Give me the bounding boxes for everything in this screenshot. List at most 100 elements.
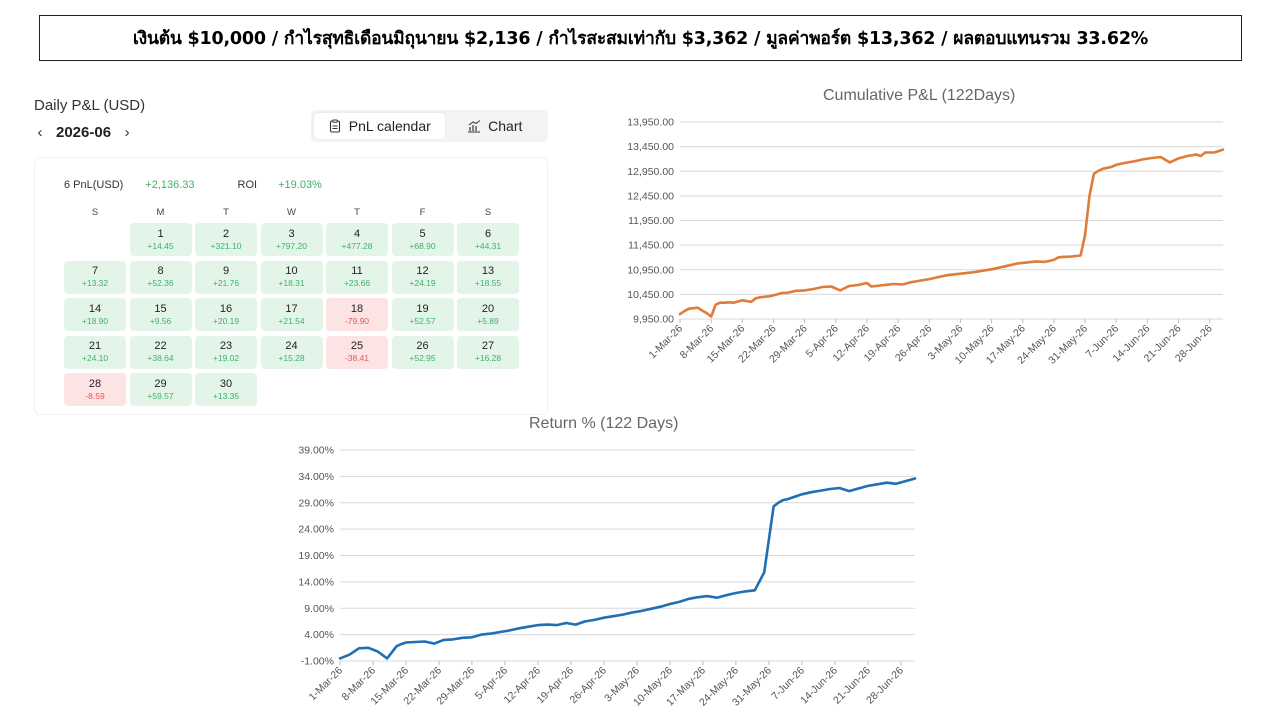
day-number: 9 — [222, 265, 230, 277]
calendar-day-cell[interactable]: 24 +15.28 — [260, 335, 323, 369]
pnl-calendar: 6 PnL(USD) +2,136.33 ROI +19.03% S M T W T F S… — [34, 157, 548, 415]
day-pnl-value: +38.64 — [147, 353, 174, 363]
pnl-calendar-label: PnL calendar — [348, 118, 431, 134]
calendar-day-cell[interactable]: 22 +38.64 — [129, 335, 192, 369]
day-number: 3 — [288, 227, 295, 240]
calendar-day-cell[interactable]: 7 +13.32 — [64, 260, 126, 294]
day-number: 12 — [416, 265, 429, 277]
calendar-day-cell[interactable]: 21 +24.10 — [64, 335, 126, 369]
pnl-stat-value: +2,136.33 — [145, 179, 195, 191]
weekday-header: W — [287, 207, 296, 218]
summary-text: เงินต้น $10,000 / กำไรสุทธิเดือนมิถุนายน… — [132, 29, 1149, 49]
day-pnl-value: +44.31 — [474, 240, 502, 251]
y-tick-label: 4.00% — [304, 629, 334, 641]
day-pnl-value: +18.55 — [474, 278, 502, 288]
day-pnl-value: +5.89 — [477, 315, 499, 326]
pnl-stat-label: 6 PnL(USD) — [64, 179, 124, 191]
calendar-day-cell[interactable]: 19 +52.57 — [391, 298, 454, 331]
day-pnl-value: +21.76 — [212, 278, 240, 288]
calendar-day-cell[interactable]: 18 -79.90 — [326, 298, 388, 331]
day-pnl-value: +16.28 — [474, 353, 502, 363]
calendar-day-cell[interactable]: 14 +18.90 — [64, 298, 126, 331]
y-tick-label: 29.00% — [298, 497, 334, 509]
day-pnl-value: +321.10 — [210, 240, 242, 251]
day-number: 29 — [154, 377, 167, 390]
month-label: 2026-06 — [56, 124, 112, 141]
calendar-day-cell[interactable]: 26 +52.95 — [391, 335, 454, 369]
day-pnl-value: +20.19 — [212, 315, 240, 326]
calendar-day-cell[interactable]: 29 +59.57 — [129, 373, 192, 406]
day-number: 4 — [353, 227, 361, 240]
summary-banner: เงินต้น $10,000 / กำไรสุทธิเดือนมิถุนายน… — [39, 15, 1242, 61]
calendar-day-cell[interactable]: 10 +18.31 — [260, 260, 323, 294]
prev-month-chevron-icon[interactable]: ‹ — [37, 124, 43, 141]
calendar-day-cell[interactable]: 6 +44.31 — [457, 223, 519, 256]
y-tick-label: 34.00% — [298, 471, 334, 483]
y-tick-label: 39.00% — [298, 445, 334, 457]
calendar-day-cell[interactable]: 23 +19.02 — [195, 335, 257, 369]
day-pnl-value: +68.90 — [409, 240, 436, 251]
day-number: 1 — [157, 227, 164, 240]
day-number: 5 — [419, 227, 426, 240]
day-pnl-value: +19.02 — [212, 353, 240, 363]
calendar-day-cell[interactable]: 1 +14.45 — [129, 223, 192, 256]
y-tick-label: 12,450.00 — [627, 190, 674, 202]
day-number: 16 — [219, 302, 233, 315]
weekday-header: T — [223, 207, 229, 218]
day-number: 8 — [157, 265, 164, 277]
day-number: 6 — [484, 227, 492, 240]
cumulative-pnl-chart: 13,950.00 13,450.00 12,950.00 12,450.00 11,9… — [627, 117, 1225, 367]
day-pnl-value: +18.90 — [81, 315, 109, 326]
day-number: 26 — [416, 340, 429, 352]
day-number: 19 — [416, 302, 429, 315]
x-tick-label: 26-Apr-26 — [568, 665, 610, 707]
day-pnl-value: +24.10 — [81, 353, 109, 363]
day-number: 20 — [481, 302, 495, 315]
calendar-day-cell[interactable]: 2 +321.10 — [195, 223, 257, 256]
calendar-day-cell[interactable]: 30 +13.35 — [195, 373, 257, 406]
day-number: 25 — [350, 340, 364, 352]
chart-button[interactable]: Chart — [445, 113, 545, 139]
series-line — [338, 477, 917, 660]
day-number: 13 — [481, 265, 495, 277]
calendar-day-cell[interactable]: 16 +20.19 — [195, 298, 257, 331]
return-pct-title: Return % (122 Days) — [529, 415, 679, 432]
calendar-day-cell[interactable]: 28 -8.59 — [64, 373, 126, 406]
calendar-day-cell[interactable]: 9 +21.76 — [195, 260, 257, 294]
day-pnl-value: -8.59 — [85, 390, 105, 401]
day-pnl-value: -38.41 — [344, 353, 370, 363]
next-month-chevron-icon[interactable]: › — [124, 124, 130, 141]
y-tick-label: 19.00% — [298, 550, 334, 562]
chart-label: Chart — [488, 118, 523, 134]
day-number: 2 — [222, 227, 230, 240]
day-number: 21 — [88, 340, 102, 352]
view-toggle: PnL calendar Chart — [311, 110, 548, 142]
calendar-day-cell[interactable]: 13 +18.55 — [457, 260, 519, 294]
calendar-day-cell[interactable]: 12 +24.19 — [391, 260, 454, 294]
weekday-header: M — [156, 207, 165, 218]
x-tick-label: 1-Mar-26 — [307, 665, 346, 704]
day-pnl-value: +52.36 — [147, 278, 174, 288]
calendar-day-cell[interactable]: 25 -38.41 — [326, 335, 388, 369]
series-line — [678, 148, 1225, 318]
day-number: 24 — [285, 340, 298, 352]
day-pnl-value: +21.54 — [278, 315, 305, 326]
calendar-day-cell[interactable]: 11 +23.66 — [326, 260, 388, 294]
day-pnl-value: +18.31 — [278, 278, 305, 288]
calendar-day-cell[interactable]: 20 +5.89 — [457, 298, 519, 331]
calendar-day-cell[interactable]: 15 +9.56 — [129, 298, 192, 331]
day-pnl-value: +14.45 — [147, 240, 174, 251]
calendar-day-cell[interactable]: 4 +477.28 — [326, 223, 388, 256]
day-number: 27 — [481, 340, 495, 352]
calendar-day-cell[interactable]: 17 +21.54 — [260, 298, 323, 331]
day-pnl-value: +797.20 — [276, 240, 307, 251]
day-number: 22 — [154, 340, 167, 352]
calendar-day-cell[interactable]: 5 +68.90 — [391, 223, 454, 256]
calendar-day-cell[interactable]: 8 +52.36 — [129, 260, 192, 294]
day-pnl-value: -79.90 — [344, 315, 370, 326]
y-tick-label: 13,950.00 — [627, 117, 674, 129]
pnl-calendar-button[interactable]: PnL calendar — [314, 113, 445, 139]
calendar-day-cell[interactable]: 3 +797.20 — [260, 223, 323, 256]
day-number: 30 — [219, 377, 233, 390]
calendar-day-cell[interactable]: 27 +16.28 — [457, 335, 519, 369]
